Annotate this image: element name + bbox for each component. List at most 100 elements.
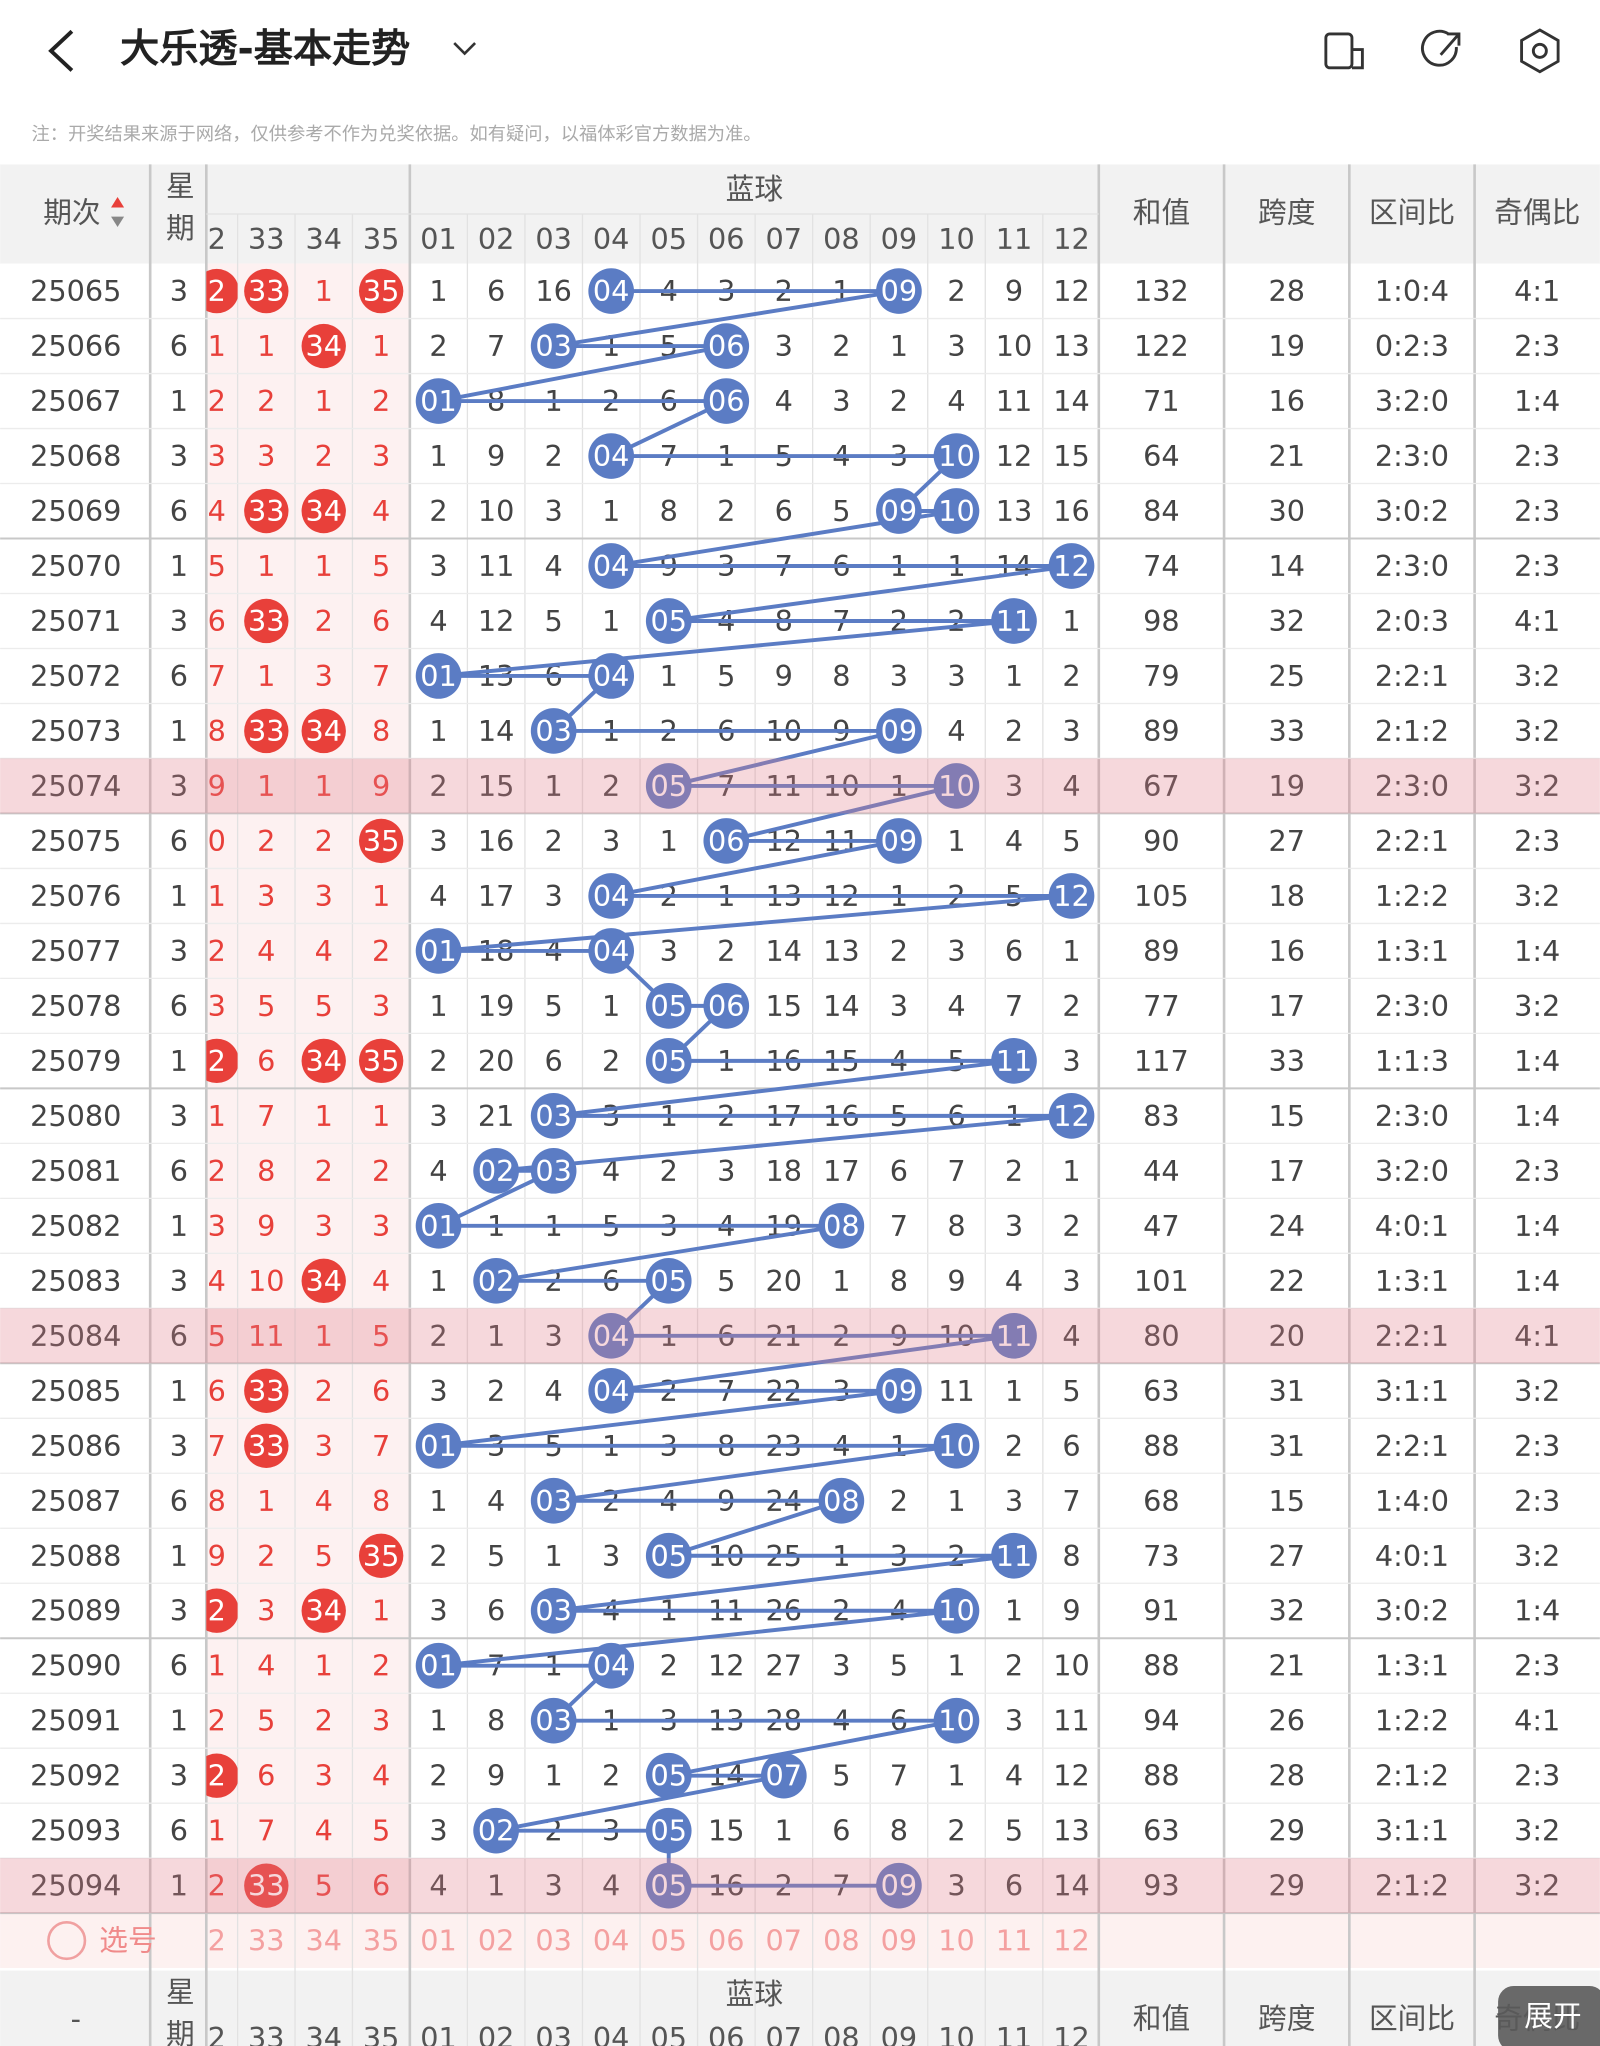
zone: 0:2:3	[1375, 329, 1449, 363]
blue-miss-count: 10	[478, 494, 515, 528]
select-blue-number[interactable]: 02	[478, 1924, 515, 1958]
blue-ball-number: 09	[881, 1869, 918, 1903]
layout-button[interactable]	[1324, 32, 1364, 70]
blue-column-header: 02	[478, 222, 515, 256]
sum: 71	[1143, 384, 1180, 418]
select-blue-number[interactable]: 03	[535, 1924, 572, 1958]
blue-column-header: 05	[650, 2021, 687, 2046]
red-miss-count: 1	[257, 1484, 275, 1518]
select-blue-number[interactable]: 09	[881, 1924, 918, 1958]
odd-even: 1:4	[1514, 1209, 1560, 1243]
zone: 4:0:1	[1375, 1539, 1449, 1573]
blue-miss-count: 1	[429, 274, 447, 308]
red-miss-count: 2	[257, 384, 275, 418]
zone-header: 区间比	[1369, 2002, 1455, 2036]
odd-even: 3:2	[1514, 714, 1560, 748]
blue-column-header: 12	[1053, 2021, 1090, 2046]
select-red-number[interactable]: 34	[305, 1924, 342, 1958]
blue-miss-count: 2	[947, 1814, 965, 1848]
weekday: 1	[170, 1704, 188, 1738]
odd-even: 3:2	[1514, 879, 1560, 913]
red-miss-count: 1	[257, 549, 275, 583]
span: 29	[1268, 1869, 1305, 1903]
sum: 88	[1143, 1649, 1180, 1683]
sum: 64	[1143, 439, 1180, 473]
blue-miss-count: 2	[890, 1484, 908, 1518]
blue-miss-count: 6	[487, 1594, 505, 1628]
select-blue-number[interactable]: 01	[420, 1924, 457, 1958]
red-miss-count: 2	[315, 604, 333, 638]
blue-miss-count: 5	[1005, 1814, 1023, 1848]
blue-ball	[588, 1312, 635, 1359]
blue-miss-count: 19	[478, 989, 515, 1023]
blue-column-header: 10	[938, 222, 975, 256]
red-miss-count: 3	[208, 439, 226, 473]
select-blue-number[interactable]: 04	[593, 1924, 630, 1958]
sort-down[interactable]	[111, 216, 125, 228]
blue-miss-count: 1	[1005, 659, 1023, 693]
blue-miss-count: 1	[602, 494, 620, 528]
dropdown-button[interactable]	[453, 42, 477, 56]
blue-miss-count: 2	[832, 329, 850, 363]
blue-miss-count: 9	[1062, 1594, 1080, 1628]
sum: 88	[1143, 1429, 1180, 1463]
expand-button[interactable]: 展开	[1524, 1999, 1581, 2033]
select-blue-number[interactable]: 06	[708, 1924, 745, 1958]
select-blue-number[interactable]: 05	[650, 1924, 687, 1958]
select-blue-number[interactable]: 11	[996, 1924, 1033, 1958]
odd-even: 4:1	[1514, 1704, 1560, 1738]
select-blue-number[interactable]: 12	[1053, 1924, 1090, 1958]
sort-up[interactable]	[111, 197, 125, 208]
blue-miss-count: 1	[1062, 604, 1080, 638]
blue-ball	[415, 928, 462, 974]
blue-miss-count: 17	[823, 1154, 860, 1188]
red-ball	[244, 1423, 289, 1468]
select-red-number[interactable]: 33	[248, 1924, 285, 1958]
blue-miss-count: 4	[947, 714, 965, 748]
blue-ball-number: 05	[650, 1539, 687, 1573]
blue-column-header: 09	[881, 222, 918, 256]
blue-ball	[933, 763, 980, 809]
blue-column-header: 03	[535, 2021, 572, 2046]
select-blue-number[interactable]: 08	[823, 1924, 860, 1958]
period-header[interactable]: 期次	[43, 196, 100, 230]
sum: 89	[1143, 934, 1180, 968]
odd-even: 2:3	[1514, 824, 1560, 858]
zone: 1:4:0	[1375, 1484, 1449, 1518]
back-button[interactable]	[48, 29, 74, 72]
footer-header-background	[0, 1970, 1600, 2046]
blue-ball	[645, 983, 692, 1029]
blue-miss-count: 12	[996, 439, 1033, 473]
blue-ball-number: 10	[938, 1429, 975, 1463]
select-red-number[interactable]: 2	[208, 1924, 226, 1958]
period: 25086	[30, 1429, 121, 1463]
blue-ball-number: 07	[766, 1759, 803, 1793]
weekday: 6	[170, 1319, 188, 1353]
select-label[interactable]: 选号	[99, 1924, 156, 1958]
blue-miss-count: 3	[947, 659, 965, 693]
zone: 2:2:1	[1375, 1429, 1449, 1463]
blue-miss-count: 2	[660, 1649, 678, 1683]
red-miss-count: 3	[257, 1594, 275, 1628]
select-blue-number[interactable]: 07	[766, 1924, 803, 1958]
period: 25071	[30, 604, 121, 638]
zone: 2:1:2	[1375, 1759, 1449, 1793]
blue-miss-count: 5	[545, 989, 563, 1023]
select-blue-number[interactable]: 10	[938, 1924, 975, 1958]
weekday: 6	[170, 659, 188, 693]
zone: 3:0:2	[1375, 1594, 1449, 1628]
red-miss-count: 3	[315, 1759, 333, 1793]
red-miss-count: 2	[372, 1154, 390, 1188]
blue-ball-number: 05	[650, 1814, 687, 1848]
sum: 132	[1134, 274, 1189, 308]
blue-miss-count: 3	[890, 989, 908, 1023]
blue-column-header: 01	[420, 222, 457, 256]
expand-button-bg[interactable]	[1498, 1985, 1600, 2046]
settings-button[interactable]	[1520, 28, 1560, 74]
select-red-number[interactable]: 35	[363, 1924, 400, 1958]
share-button[interactable]	[1421, 29, 1461, 67]
blue-ball-number: 06	[708, 824, 745, 858]
select-toggle[interactable]	[47, 1920, 87, 1961]
red-miss-count: 1	[372, 879, 390, 913]
blue-miss-count: 2	[429, 1044, 447, 1078]
